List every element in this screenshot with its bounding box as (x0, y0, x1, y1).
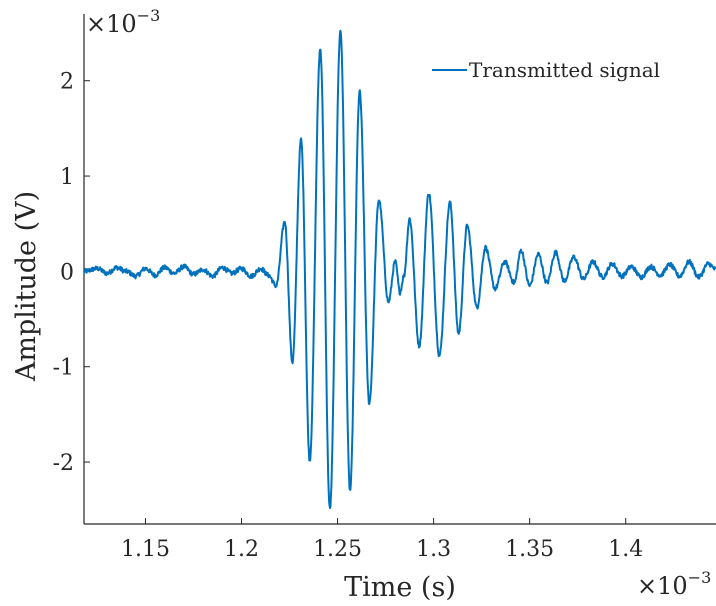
x-tick-label: 1.25 (313, 537, 362, 562)
y-tick-label: -1 (53, 356, 74, 381)
x-tick-label: 1.2 (224, 537, 259, 562)
x-tick-label: 1.3 (416, 537, 451, 562)
x-tick-label: 1.35 (505, 537, 554, 562)
y-axis-label: Amplitude (V) (11, 191, 42, 382)
x-tick-label: 1.4 (608, 537, 643, 562)
legend-entry-label: Transmitted signal (469, 58, 660, 82)
y-tick-label: -2 (53, 451, 74, 476)
x-tick-label: 1.15 (121, 537, 170, 562)
series-layer (83, 29, 716, 509)
y-tick-label: 0 (60, 260, 74, 285)
x-ticks: 1.15 1.2 1.25 1.3 1.35 1.4 (121, 518, 643, 562)
axes-frame (83, 14, 716, 525)
y-ticks: -2 -1 0 1 2 (53, 70, 90, 476)
y-tick-label: 1 (60, 165, 74, 190)
x-axis-label: Time (s) (344, 572, 456, 603)
y-tick-label: 2 (60, 70, 74, 95)
x-axis-multiplier: ×10−3 (637, 568, 711, 600)
y-axis-multiplier: ×10−3 (86, 6, 160, 38)
legend: Transmitted signal (432, 58, 660, 82)
series-line-transmitted-signal (83, 29, 716, 509)
